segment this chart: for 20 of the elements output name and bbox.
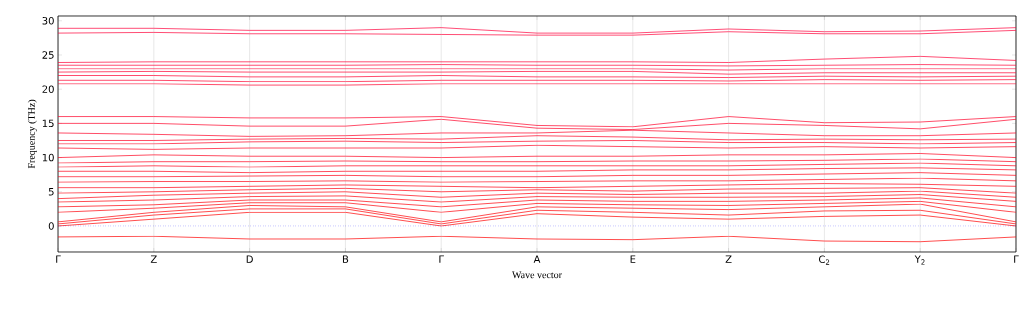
x-tick-label: Z (150, 255, 157, 263)
x-tick-label: D (246, 255, 253, 263)
x-axis-title: Wave vector (512, 271, 562, 279)
y-tick-label: 30 (42, 16, 54, 25)
x-tick-label: C$_{2}$ (818, 255, 830, 265)
y-tick-label: 10 (42, 153, 54, 162)
y-tick-label: 0 (48, 222, 54, 230)
x-tick-label: E (630, 255, 636, 263)
x-tick-label: Γ (1014, 255, 1019, 263)
y-tick-label: 20 (42, 85, 54, 93)
y-tick-label: 15 (42, 119, 54, 128)
y-tick-label: 25 (42, 51, 54, 59)
y-tick-label: 5 (48, 188, 54, 196)
x-tick-label: Y$_{2}$ (914, 255, 925, 265)
x-tick-label: Γ (56, 255, 61, 263)
x-tick-label: Z (725, 255, 732, 263)
x-tick-label: Γ (439, 255, 444, 263)
x-tick-label: A (533, 255, 541, 263)
x-tick-label: B (342, 255, 349, 263)
y-axis-title: Frequency (THz) (27, 99, 37, 169)
